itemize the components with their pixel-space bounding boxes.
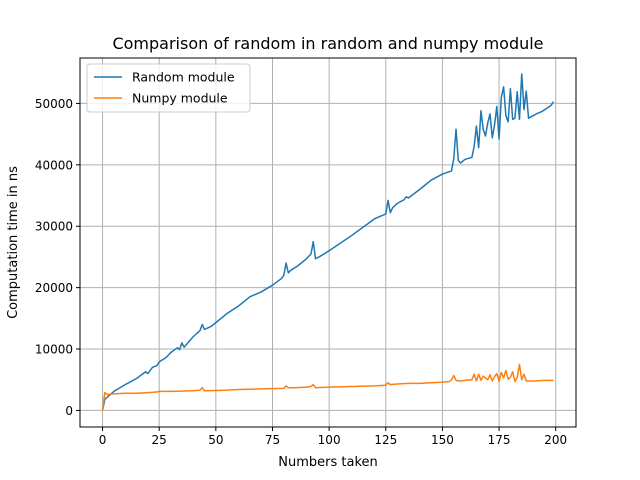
x-tick-label: 175 [488, 433, 511, 447]
y-tick-label: 30000 [35, 220, 73, 234]
plot-frame [79, 57, 577, 428]
legend-box [86, 63, 251, 113]
x-tick-label: 100 [318, 433, 341, 447]
legend-label-numpy-module: Numpy module [132, 91, 228, 106]
x-tick-label: 150 [431, 433, 454, 447]
y-tick-label: 20000 [35, 281, 73, 295]
x-tick-label: 75 [265, 433, 280, 447]
legend-label-random-module: Random module [132, 70, 235, 85]
y-tick-label: 40000 [35, 158, 73, 172]
grid-lines [80, 58, 576, 427]
x-tick-label: 25 [152, 433, 167, 447]
chart-title: Comparison of random in random and numpy… [112, 34, 543, 53]
legend: Random module Numpy module [86, 63, 251, 113]
axis-ticks: 0 25 50 75 100 125 150 175 200 0 10000 20000 30000 40… [35, 97, 567, 447]
series-line-random-module [101, 73, 555, 411]
x-tick-label: 0 [99, 433, 107, 447]
x-axis-label: Numbers taken [278, 455, 378, 470]
x-tick-label: 50 [208, 433, 223, 447]
y-tick-label: 50000 [35, 97, 73, 111]
y-tick-label: 0 [65, 404, 73, 418]
series-line-numpy-module [101, 363, 554, 411]
x-tick-label: 200 [544, 433, 567, 447]
plot-series [101, 73, 555, 411]
y-axis-label: Computation time in ns [6, 166, 21, 319]
y-tick-label: 10000 [35, 343, 73, 357]
x-tick-label: 125 [374, 433, 397, 447]
